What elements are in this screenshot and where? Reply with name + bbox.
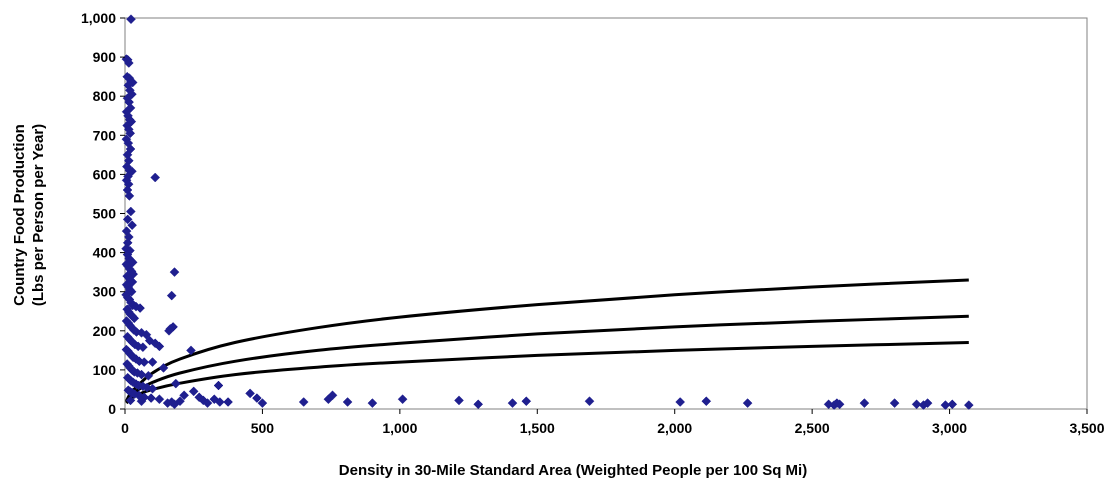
data-point <box>127 89 137 100</box>
data-point <box>213 380 224 391</box>
data-point <box>146 393 156 403</box>
data-point <box>166 290 177 301</box>
x-tick-label: 1,500 <box>520 420 555 436</box>
x-tick-label: 2,000 <box>657 420 692 436</box>
trend-curve <box>125 278 969 402</box>
data-point <box>139 357 150 367</box>
data-point <box>834 399 845 410</box>
data-point <box>859 398 870 408</box>
data-point <box>123 58 134 68</box>
data-point <box>136 396 147 407</box>
y-tick-label: 0 <box>108 401 116 417</box>
data-point <box>889 398 900 408</box>
data-point <box>257 398 268 408</box>
data-point <box>150 172 161 183</box>
x-tick-label: 1,000 <box>382 420 417 436</box>
data-point <box>154 394 165 405</box>
y-tick-label: 100 <box>93 362 117 378</box>
data-point <box>701 396 712 407</box>
data-point <box>367 398 378 408</box>
data-point <box>143 370 154 381</box>
data-point <box>202 398 213 408</box>
x-tick-label: 3,000 <box>932 420 967 436</box>
y-tick-label: 200 <box>93 323 117 339</box>
data-point <box>397 394 408 405</box>
data-point <box>947 399 958 410</box>
data-point <box>169 267 180 277</box>
data-point <box>138 342 148 353</box>
data-point <box>125 206 136 217</box>
data-point <box>245 388 255 399</box>
x-tick-label: 2,500 <box>795 420 830 436</box>
data-point <box>454 395 464 406</box>
y-axis-label-line-1: Country Food Production <box>11 124 28 306</box>
data-point <box>158 363 169 373</box>
data-point <box>223 397 233 407</box>
data-point <box>147 357 158 367</box>
data-point <box>252 393 262 403</box>
data-point <box>742 398 753 408</box>
x-tick-label: 500 <box>251 420 275 436</box>
y-tick-label: 600 <box>93 166 117 182</box>
y-axis-label: Country Food Production (Lbs per Person … <box>11 124 47 306</box>
x-tick-label: 3,500 <box>1069 420 1104 436</box>
data-point <box>675 397 686 407</box>
plot-frame <box>124 17 1088 410</box>
data-point <box>584 396 595 407</box>
y-tick-label: 700 <box>93 127 117 143</box>
x-tick-label: 0 <box>121 420 129 436</box>
data-point <box>179 390 189 401</box>
data-point <box>473 399 484 410</box>
data-points <box>121 14 974 410</box>
y-tick-label: 300 <box>93 284 117 300</box>
data-point <box>125 128 136 139</box>
y-axis: 0 100 200 300 400 500 600 700 800 900 1,000 <box>81 10 125 417</box>
y-tick-label: 1,000 <box>81 10 116 26</box>
data-point <box>122 214 133 225</box>
data-point <box>175 396 185 407</box>
data-point <box>188 386 199 397</box>
data-point <box>124 191 135 201</box>
data-point <box>298 397 309 407</box>
data-point <box>521 396 532 407</box>
data-point <box>342 397 353 407</box>
x-axis: 0 500 1,000 1,500 2,000 2,500 3,000 3,500 <box>121 409 1105 436</box>
trend-curve <box>125 314 969 403</box>
data-point <box>162 398 173 408</box>
x-axis-label: Density in 30-Mile Standard Area (Weight… <box>339 462 807 479</box>
data-point <box>186 345 196 356</box>
data-point <box>911 399 922 410</box>
data-point <box>127 220 137 231</box>
data-point <box>126 14 136 25</box>
trend-curves <box>125 278 969 405</box>
y-axis-label-line-2: (Lbs per Person per Year) <box>30 124 47 306</box>
data-point <box>135 303 145 313</box>
data-point <box>165 323 176 334</box>
y-tick-label: 800 <box>93 88 117 104</box>
data-point <box>922 398 933 408</box>
data-point <box>214 397 225 407</box>
data-point <box>327 390 338 401</box>
data-point <box>507 398 518 408</box>
data-point <box>147 383 158 394</box>
plot-area-border <box>124 17 1088 410</box>
data-point <box>154 341 165 352</box>
data-point <box>125 395 136 406</box>
y-tick-label: 500 <box>93 206 117 222</box>
data-point <box>129 313 140 324</box>
data-point <box>136 369 147 380</box>
data-point <box>963 400 974 410</box>
y-tick-label: 400 <box>93 245 117 261</box>
y-tick-label: 900 <box>93 49 117 65</box>
data-point <box>170 378 181 389</box>
